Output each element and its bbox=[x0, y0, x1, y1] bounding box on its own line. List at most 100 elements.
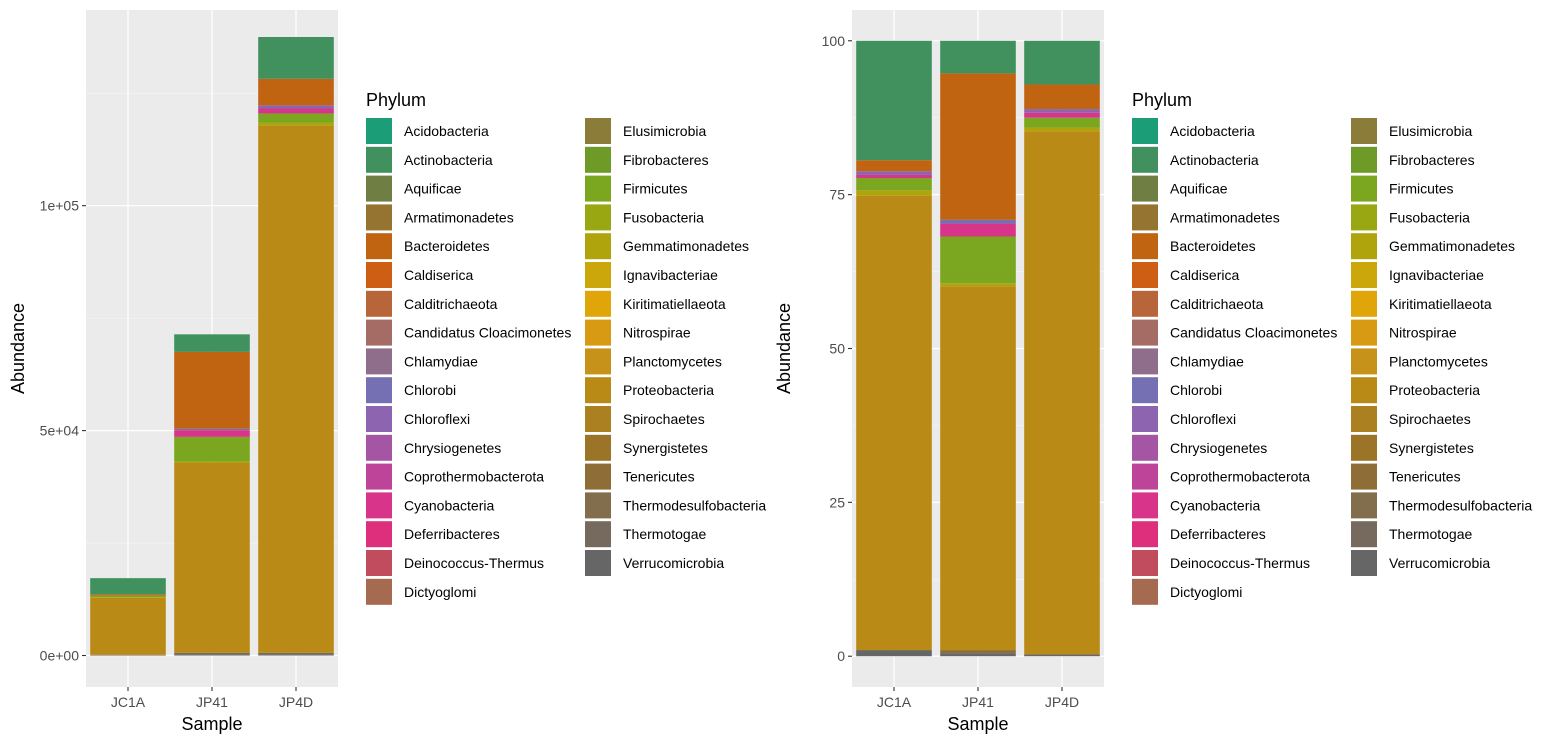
legend-label: Thermodesulfobacteria bbox=[1389, 497, 1532, 513]
legend-item: Calditrichaeota bbox=[1132, 290, 1264, 317]
bar-stack-JP4D bbox=[258, 36, 334, 656]
legend-label: Proteobacteria bbox=[623, 382, 714, 398]
x-tick-label: JP4D bbox=[1045, 694, 1079, 710]
bar-segment-bacteroidetes bbox=[258, 78, 334, 106]
legend-item: Verrucomicrobia bbox=[1351, 550, 1490, 576]
bar-segment-firmicutes bbox=[856, 178, 932, 191]
legend-key bbox=[1132, 492, 1158, 519]
y-axis-title: Abundance bbox=[774, 303, 794, 394]
legend-label: Actinobacteria bbox=[1170, 152, 1259, 168]
legend-item: Tenericutes bbox=[585, 463, 695, 490]
legend-label: Coprothermobacterota bbox=[1170, 469, 1310, 485]
legend-key bbox=[585, 262, 611, 288]
legend-label: Dictyoglomi bbox=[404, 584, 476, 600]
bar-segment-proteobacteria bbox=[856, 195, 932, 651]
bar-stack-JP41 bbox=[940, 40, 1016, 657]
legend-item: Firmicutes bbox=[1351, 175, 1454, 202]
legend-item: Chrysiogenetes bbox=[1132, 434, 1267, 461]
legend-label: Kiritimatiellaeota bbox=[623, 296, 726, 312]
legend-item: Fibrobacteres bbox=[1351, 146, 1475, 173]
legend-key bbox=[366, 377, 392, 404]
legend-item: Bacteroidetes bbox=[1132, 233, 1256, 260]
legend-key bbox=[366, 550, 392, 576]
legend-label: Acidobacteria bbox=[1170, 123, 1255, 139]
legend-key bbox=[366, 578, 392, 605]
legend-item: Planctomycetes bbox=[1351, 348, 1488, 375]
legend-label: Chlamydiae bbox=[1170, 353, 1244, 369]
bar-segment-verrucomicrobia bbox=[1024, 654, 1100, 657]
legend-item: Synergistetes bbox=[585, 434, 708, 461]
legend-label: Deferribacteres bbox=[404, 526, 500, 542]
legend-item: Thermotogae bbox=[585, 521, 706, 548]
bar-segment-verrucomicrobia bbox=[258, 654, 334, 656]
legend-label: Chlorobi bbox=[1170, 382, 1222, 398]
legend-item: Actinobacteria bbox=[1132, 146, 1259, 173]
bar-segment-chlorobi bbox=[940, 219, 1016, 224]
legend-item: Deinococcus-Thermus bbox=[366, 550, 544, 576]
legend-label: Candidatus Cloacimonetes bbox=[404, 325, 571, 341]
legend-key bbox=[585, 348, 611, 375]
bar-segment-firmicutes bbox=[90, 595, 166, 598]
bar-segment-gemmatimonadetes bbox=[856, 190, 932, 196]
legend-key bbox=[366, 204, 392, 231]
legend-key bbox=[1132, 319, 1158, 346]
legend-label: Proteobacteria bbox=[1389, 382, 1480, 398]
legend-label: Gemmatimonadetes bbox=[623, 238, 749, 254]
legend-key bbox=[1351, 290, 1377, 317]
legend-item: Deinococcus-Thermus bbox=[1132, 550, 1310, 576]
legend-item: Dictyoglomi bbox=[366, 578, 476, 605]
bar-stack-JP41 bbox=[174, 334, 250, 656]
bar-segment-gemmatimonadetes bbox=[90, 597, 166, 598]
legend-label: Coprothermobacterota bbox=[404, 469, 544, 485]
bar-segment-actinobacteria bbox=[940, 40, 1016, 74]
legend-key bbox=[1351, 492, 1377, 519]
legend-item: Deferribacteres bbox=[366, 521, 500, 548]
legend-item: Fusobacteria bbox=[585, 204, 704, 231]
legend-item: Proteobacteria bbox=[585, 377, 714, 404]
legend-key bbox=[585, 319, 611, 346]
x-tick-label: JP41 bbox=[196, 694, 228, 710]
legend-label: Armatimonadetes bbox=[404, 209, 514, 225]
y-tick-label: 100 bbox=[822, 33, 846, 49]
legend-key bbox=[366, 262, 392, 288]
legend-key bbox=[585, 463, 611, 490]
legend-key bbox=[1351, 521, 1377, 548]
bar-segment-cyanobacteria bbox=[856, 174, 932, 179]
legend-label: Bacteroidetes bbox=[404, 238, 490, 254]
legend-item: Chlamydiae bbox=[366, 348, 478, 375]
legend-label: Gemmatimonadetes bbox=[1389, 238, 1515, 254]
bar-segment-gemmatimonadetes bbox=[1024, 127, 1100, 132]
legend-label: Ignavibacteriae bbox=[1389, 267, 1484, 283]
legend-item: Elusimicrobia bbox=[1351, 118, 1472, 144]
legend-item: Calditrichaeota bbox=[366, 290, 498, 317]
y-axis-title: Abundance bbox=[8, 303, 28, 394]
legend-label: Caldiserica bbox=[404, 267, 473, 283]
legend-key bbox=[1351, 406, 1377, 432]
legend-item: Spirochaetes bbox=[1351, 406, 1471, 432]
legend-label: Firmicutes bbox=[1389, 181, 1454, 197]
legend-label: Thermotogae bbox=[1389, 526, 1472, 542]
legend-key bbox=[585, 521, 611, 548]
legend-label: Kiritimatiellaeota bbox=[1389, 296, 1492, 312]
legend-item: Thermotogae bbox=[1351, 521, 1472, 548]
legend-item: Chloroflexi bbox=[1132, 406, 1236, 432]
legend-label: Nitrospirae bbox=[1389, 325, 1457, 341]
legend-item: Aquificae bbox=[1132, 175, 1228, 202]
legend-key bbox=[1351, 118, 1377, 144]
bar-segment-bacteroidetes bbox=[174, 351, 250, 429]
legend-item: Caldiserica bbox=[366, 262, 473, 288]
legend-item: Elusimicrobia bbox=[585, 118, 706, 144]
legend-key bbox=[585, 290, 611, 317]
chart-2: 0 25 50 75 100 JC1A JP41 JP4D Sample Abundance Phy… bbox=[774, 10, 1532, 734]
legend-key bbox=[366, 492, 392, 519]
bar-segment-cyanobacteria bbox=[940, 223, 1016, 237]
legend-label: Firmicutes bbox=[623, 181, 688, 197]
legend-item: Armatimonadetes bbox=[1132, 204, 1280, 231]
legend-key bbox=[585, 492, 611, 519]
bar-segment-firmicutes bbox=[174, 436, 250, 462]
bar-segment-bacteroidetes bbox=[856, 160, 932, 172]
legend-item: Kiritimatiellaeota bbox=[585, 290, 726, 317]
legend-item: Verrucomicrobia bbox=[585, 550, 724, 576]
legend-item: Deferribacteres bbox=[1132, 521, 1266, 548]
